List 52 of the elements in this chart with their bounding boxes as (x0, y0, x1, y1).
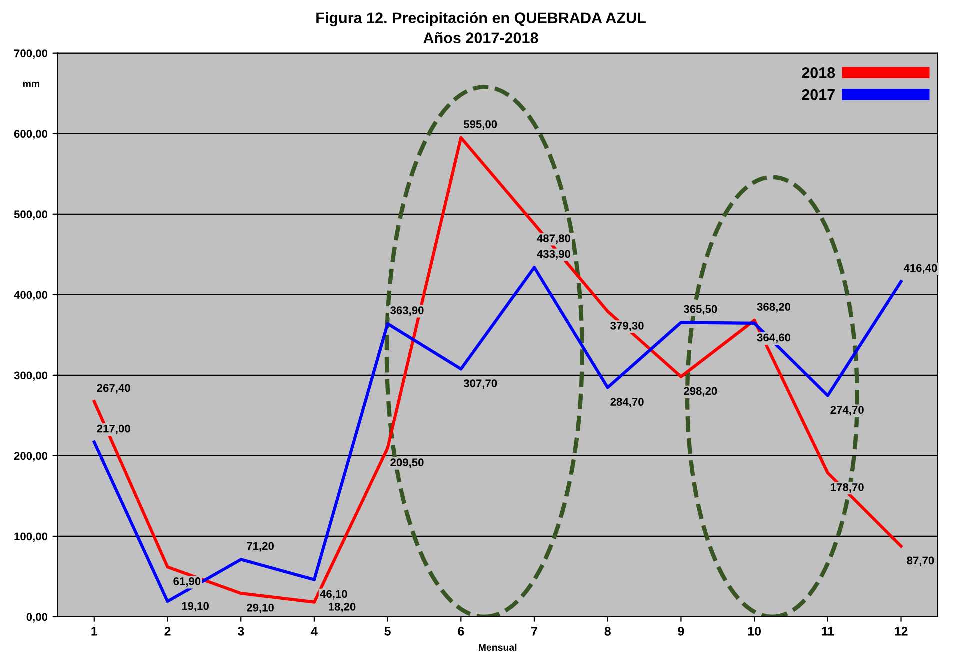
data-label: 178,70 (831, 483, 864, 493)
y-tick-label: 100,00 (14, 532, 48, 542)
y-tick-label: 400,00 (14, 291, 48, 301)
y-tick-label: 600,00 (14, 130, 48, 140)
data-label: 19,10 (182, 602, 209, 612)
chart-subtitle: Años 2017-2018 (424, 32, 538, 44)
x-tick-label: 2 (164, 627, 171, 636)
data-label: 267,40 (97, 384, 130, 394)
chart-title: Figura 12. Precipitación en QUEBRADA AZUL (316, 12, 646, 27)
data-label: 29,10 (247, 604, 274, 614)
line-series (92, 136, 903, 604)
x-tick-label: 1 (92, 627, 98, 636)
data-label: 368,20 (757, 303, 791, 313)
data-label: 487,80 (537, 234, 570, 244)
y-tick-label: 700,00 (14, 50, 48, 60)
y-tick-label: 200,00 (14, 452, 48, 462)
data-label: 284,70 (610, 398, 644, 408)
data-label: 433,90 (537, 250, 570, 260)
legend-label: 2017 (802, 89, 835, 100)
x-tick-label: 10 (748, 627, 762, 636)
data-label: 87,70 (907, 556, 934, 566)
data-label: 379,30 (610, 322, 644, 332)
data-label: 363,90 (390, 306, 424, 316)
y-tick-label: 0,00 (26, 613, 48, 623)
data-label: 364,60 (757, 334, 791, 344)
data-label: 46,10 (320, 590, 348, 600)
x-tick-label: 7 (532, 627, 538, 636)
x-tick-label: 4 (311, 627, 318, 636)
data-label: 71,20 (247, 542, 274, 552)
x-tick-label: 3 (238, 627, 244, 636)
x-tick-label: 5 (384, 627, 391, 636)
data-label: 595,00 (464, 120, 498, 130)
x-tick-label: 9 (678, 627, 684, 636)
y-tick-label: 300,00 (14, 372, 48, 382)
y-tick-label: 500,00 (14, 210, 48, 220)
x-tick-label: 12 (895, 627, 908, 636)
line-series (92, 266, 903, 604)
data-label: 18,20 (329, 602, 356, 612)
data-label: 307,70 (464, 380, 498, 390)
x-tick-label: 8 (604, 627, 611, 636)
y-axis-title: mm (23, 82, 40, 88)
legend-label: 2018 (802, 68, 836, 78)
data-label: 298,20 (684, 387, 718, 397)
data-label: 416,40 (904, 264, 938, 274)
x-tick-label: 6 (458, 627, 464, 636)
x-axis-title: Mensual (479, 644, 517, 652)
data-label: 61,90 (174, 578, 201, 588)
data-label: 274,70 (830, 406, 864, 416)
data-label: 365,50 (684, 305, 718, 315)
data-label: 217,00 (97, 424, 130, 434)
x-tick-label: 11 (822, 627, 834, 636)
data-label: 209,50 (390, 458, 424, 468)
